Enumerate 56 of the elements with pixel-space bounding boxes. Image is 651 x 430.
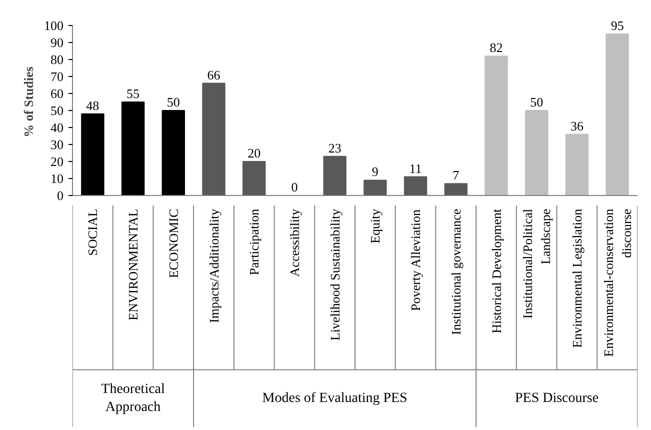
bar	[81, 113, 104, 196]
data-label: 50	[530, 94, 544, 110]
bar	[525, 110, 548, 196]
bar	[121, 102, 145, 196]
x-tick-label: Historical Development	[488, 208, 504, 334]
bar	[484, 56, 508, 196]
bar	[242, 161, 266, 196]
y-tick-label: 50	[50, 103, 64, 118]
y-tick-label: 20	[50, 154, 64, 169]
data-label: 9	[372, 164, 378, 180]
x-tick-label: ECONOMIC	[166, 208, 181, 278]
data-label: 7	[452, 168, 460, 183]
data-label: 66	[207, 67, 221, 82]
x-tick-label: Environmental-conservation discourse	[600, 208, 634, 357]
bar	[364, 180, 387, 196]
x-tick-label: Impacts/Additionality	[206, 208, 222, 323]
x-tick-label: Institutional/Political Landscape	[520, 208, 554, 319]
x-tick-label: Poverty Alleviation	[408, 209, 424, 312]
bar	[444, 183, 468, 196]
y-axis-title: % of Studies	[21, 66, 36, 138]
y-tick-label: 40	[50, 120, 64, 135]
bar	[606, 34, 629, 196]
data-label: 50	[166, 94, 180, 110]
y-tick-label: 80	[50, 52, 64, 67]
y-tick-label: 70	[50, 69, 64, 84]
data-label: 20	[248, 146, 261, 160]
x-tick-label: Institutional governance	[448, 208, 464, 335]
data-label: 82	[490, 40, 503, 56]
x-tick-label: Environmental Legislation	[569, 208, 584, 348]
data-label: 0	[291, 180, 298, 194]
bar	[404, 176, 428, 196]
data-label: 36	[570, 118, 584, 134]
data-label: 23	[328, 140, 342, 156]
y-tick-label: 0	[57, 188, 64, 203]
x-tick-label: Livelihood Sustainability	[327, 208, 342, 341]
x-tick-label: SOCIAL	[85, 208, 100, 256]
text: PES Discourse	[514, 391, 599, 406]
y-tick-label: 60	[50, 86, 64, 101]
x-tick-label: ENVIRONMENTAL	[126, 208, 141, 320]
y-tick-label: 30	[50, 137, 64, 152]
data-label: 55	[126, 86, 140, 101]
bar	[565, 134, 589, 196]
x-tick-label: Participation	[246, 208, 262, 276]
data-label: 11	[409, 160, 422, 176]
bar	[202, 82, 226, 196]
data-label: 95	[610, 18, 624, 33]
text: Theoretical Approach	[101, 382, 166, 416]
x-tick-label: Accessibility	[286, 208, 302, 277]
text: Modes of Evaluating PES	[262, 391, 408, 406]
bar	[323, 156, 346, 196]
x-tick-label: Equity	[368, 208, 383, 244]
y-tick-label: 10	[50, 171, 64, 186]
data-label: 48	[86, 98, 100, 113]
y-tick-label: 100	[44, 18, 64, 33]
bar	[162, 110, 185, 196]
y-tick-label: 90	[50, 35, 64, 50]
